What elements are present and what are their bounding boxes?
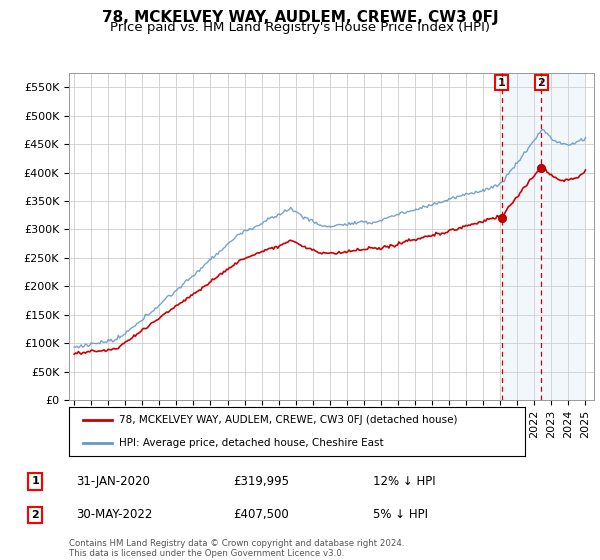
Text: 2: 2 — [31, 510, 39, 520]
Text: 12% ↓ HPI: 12% ↓ HPI — [373, 475, 436, 488]
Text: £319,995: £319,995 — [233, 475, 289, 488]
Text: 30-MAY-2022: 30-MAY-2022 — [76, 508, 152, 521]
Bar — [502, 73, 586, 400]
Text: 2: 2 — [538, 78, 545, 87]
Text: 78, MCKELVEY WAY, AUDLEM, CREWE, CW3 0FJ (detached house): 78, MCKELVEY WAY, AUDLEM, CREWE, CW3 0FJ… — [119, 416, 458, 426]
Text: Price paid vs. HM Land Registry's House Price Index (HPI): Price paid vs. HM Land Registry's House … — [110, 21, 490, 34]
Text: 5% ↓ HPI: 5% ↓ HPI — [373, 508, 428, 521]
Text: HPI: Average price, detached house, Cheshire East: HPI: Average price, detached house, Ches… — [119, 438, 384, 448]
Text: 31-JAN-2020: 31-JAN-2020 — [76, 475, 150, 488]
Text: Contains HM Land Registry data © Crown copyright and database right 2024.
This d: Contains HM Land Registry data © Crown c… — [69, 539, 404, 558]
Text: 78, MCKELVEY WAY, AUDLEM, CREWE, CW3 0FJ: 78, MCKELVEY WAY, AUDLEM, CREWE, CW3 0FJ — [101, 10, 499, 25]
Text: 1: 1 — [31, 477, 39, 486]
Text: 1: 1 — [498, 78, 505, 87]
Text: £407,500: £407,500 — [233, 508, 289, 521]
